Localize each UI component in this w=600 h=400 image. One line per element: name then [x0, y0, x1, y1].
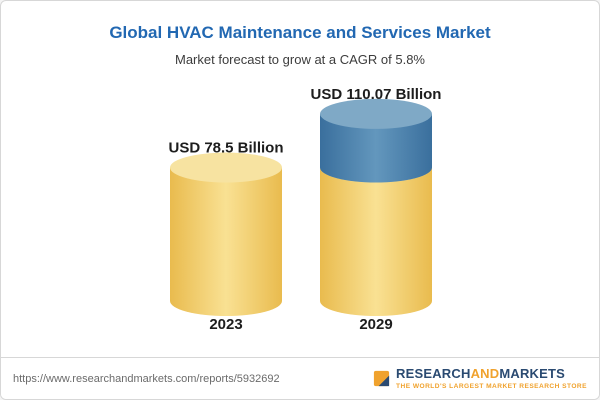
- logo-icon: [373, 370, 390, 387]
- category-label: 2023: [209, 316, 242, 333]
- cylinder-chart: USD 78.5 Billion 2023 USD 110.07 Billion 20…: [168, 86, 442, 333]
- footer: https://www.researchandmarkets.com/repor…: [1, 357, 599, 399]
- base-segment: [320, 152, 432, 316]
- logo-word-markets: MARKETS: [499, 365, 566, 381]
- report-url: https://www.researchandmarkets.com/repor…: [13, 372, 280, 385]
- cylinder-2023: USD 78.5 Billion 2023: [168, 140, 283, 333]
- page-subtitle: Market forecast to grow at a CAGR of 5.8…: [175, 52, 425, 67]
- logo-wordmark: RESEARCHANDMARKETS: [396, 365, 587, 381]
- logo-word-research: RESEARCH: [396, 365, 471, 381]
- logo-text: RESEARCHANDMARKETS THE WORLD'S LARGEST M…: [396, 365, 587, 391]
- value-label: USD 110.07 Billion: [311, 86, 442, 103]
- value-label: USD 78.5 Billion: [168, 140, 283, 157]
- logo: RESEARCHANDMARKETS THE WORLD'S LARGEST M…: [372, 365, 587, 391]
- cylinder-2029: USD 110.07 Billion 2029: [311, 86, 442, 333]
- base-segment: [170, 152, 282, 316]
- logo-tagline: THE WORLD'S LARGEST MARKET RESEARCH STOR…: [396, 383, 587, 391]
- logo-word-and: AND: [470, 365, 500, 381]
- growth-segment: [320, 98, 432, 183]
- category-label: 2029: [359, 316, 392, 333]
- page-title: Global HVAC Maintenance and Services Mar…: [109, 23, 491, 42]
